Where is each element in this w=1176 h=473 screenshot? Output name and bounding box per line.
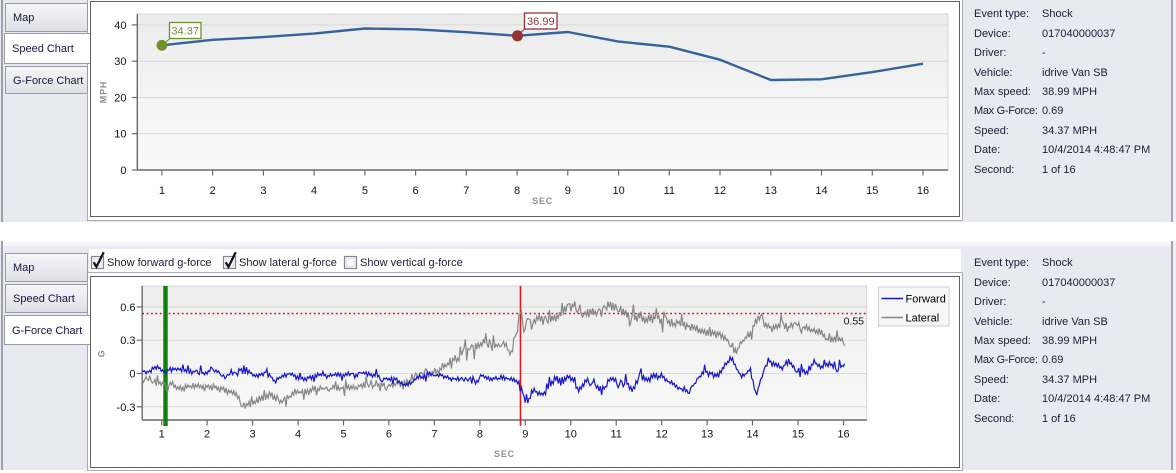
svg-text:SEC: SEC (532, 196, 553, 206)
svg-text:SEC: SEC (494, 449, 515, 459)
svg-text:7: 7 (463, 185, 469, 197)
svg-text:13: 13 (765, 185, 777, 197)
svg-text:6: 6 (413, 185, 419, 197)
svg-text:0.3: 0.3 (120, 335, 135, 347)
svg-text:5: 5 (362, 185, 368, 197)
svg-text:8: 8 (514, 185, 520, 197)
svg-text:1: 1 (159, 185, 165, 197)
svg-text:3: 3 (260, 185, 266, 197)
svg-text:4: 4 (311, 185, 317, 197)
svg-text:15: 15 (866, 185, 878, 197)
svg-text:Forward: Forward (906, 294, 946, 306)
svg-text:4: 4 (295, 429, 301, 441)
svg-text:14: 14 (815, 185, 827, 197)
svg-text:0.55: 0.55 (844, 316, 865, 328)
svg-text:8: 8 (477, 429, 483, 441)
svg-text:9: 9 (522, 429, 528, 441)
svg-text:0: 0 (120, 165, 126, 177)
svg-text:3: 3 (250, 429, 256, 441)
svg-text:Lateral: Lateral (906, 313, 940, 325)
svg-text:1: 1 (159, 429, 165, 441)
svg-text:12: 12 (656, 429, 668, 441)
svg-text:12: 12 (714, 185, 726, 197)
svg-text:36.99: 36.99 (527, 16, 555, 28)
svg-text:G: G (97, 350, 107, 358)
svg-text:9: 9 (565, 185, 571, 197)
svg-text:13: 13 (701, 429, 713, 441)
svg-text:-0.3: -0.3 (117, 402, 136, 414)
svg-text:7: 7 (431, 429, 437, 441)
svg-text:MPH: MPH (99, 81, 109, 103)
svg-text:10: 10 (114, 129, 126, 141)
svg-text:40: 40 (114, 20, 126, 32)
svg-text:11: 11 (610, 429, 621, 441)
svg-text:16: 16 (837, 429, 849, 441)
svg-text:11: 11 (664, 185, 675, 197)
svg-text:6: 6 (386, 429, 392, 441)
svg-text:30: 30 (114, 56, 126, 68)
svg-text:34.37: 34.37 (171, 26, 199, 38)
svg-text:5: 5 (340, 429, 346, 441)
svg-text:2: 2 (210, 185, 216, 197)
svg-text:2: 2 (204, 429, 210, 441)
svg-text:15: 15 (792, 429, 804, 441)
svg-text:10: 10 (565, 429, 577, 441)
svg-text:0: 0 (129, 369, 135, 381)
svg-text:10: 10 (612, 185, 624, 197)
svg-text:14: 14 (746, 429, 758, 441)
svg-text:0.6: 0.6 (120, 302, 135, 314)
svg-text:20: 20 (114, 93, 126, 105)
svg-text:16: 16 (917, 185, 929, 197)
